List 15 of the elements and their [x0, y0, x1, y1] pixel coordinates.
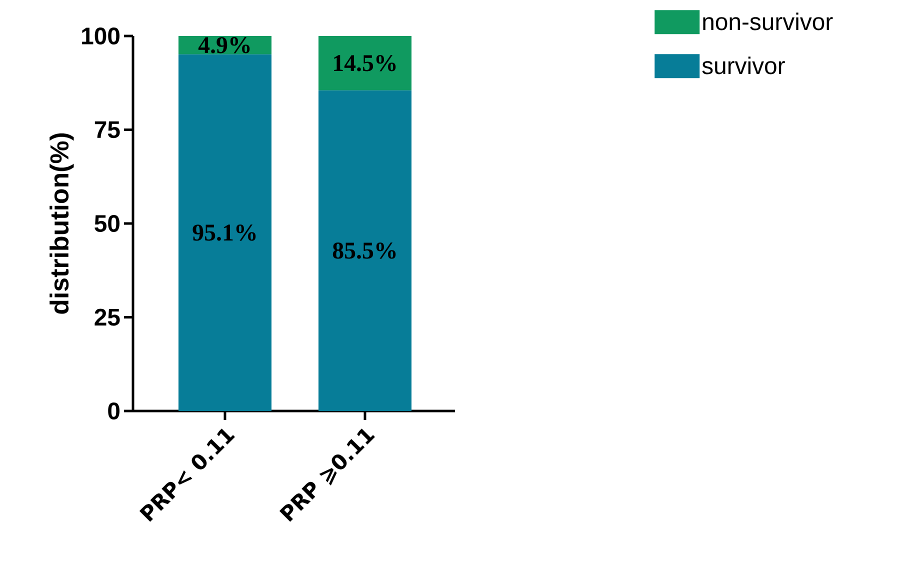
y-axis-title: distribution(%): [50, 133, 74, 314]
y-tick-label: 0: [108, 402, 120, 420]
bar: [318, 36, 412, 90]
y-tick-label: 75: [94, 121, 120, 138]
legend-label: non-survivor: [703, 12, 833, 30]
y-tick-label: 100: [82, 28, 120, 44]
bar: [178, 54, 272, 411]
y-tick-label: 50: [94, 215, 120, 232]
data-label: 4.9%: [198, 37, 250, 54]
legend-label: survivor: [702, 56, 785, 74]
y-tick-label: 25: [94, 308, 120, 326]
data-label: 95.1%: [192, 224, 256, 241]
bar: [318, 90, 412, 411]
data-label: 85.5%: [332, 242, 396, 259]
data-label: 14.5%: [334, 55, 396, 72]
